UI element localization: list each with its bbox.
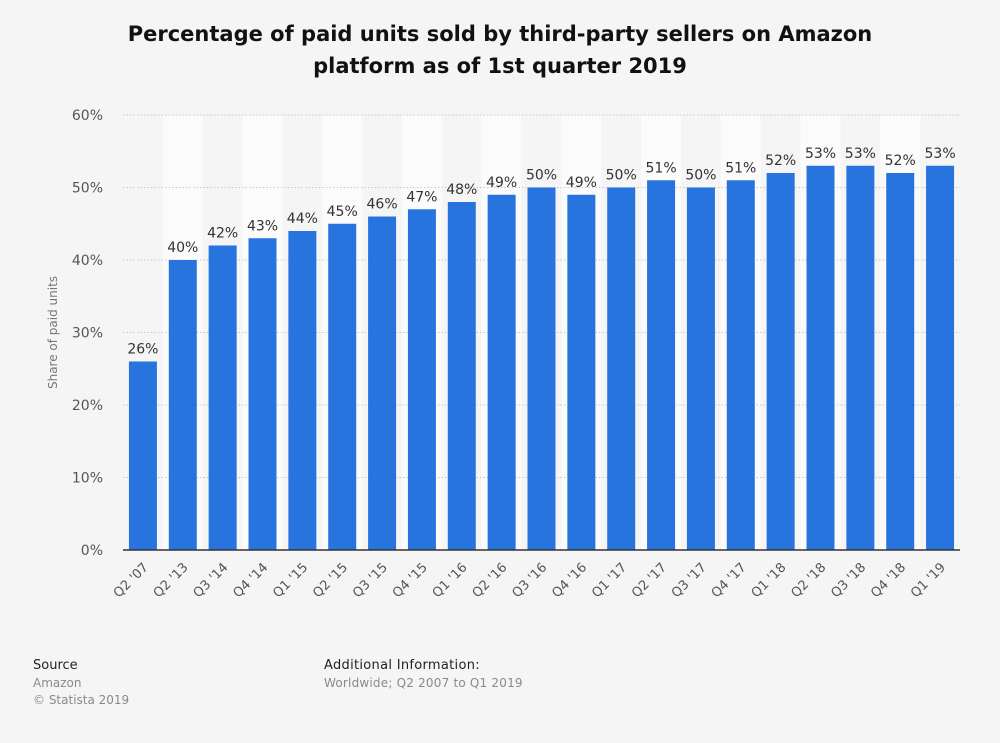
bar: [607, 187, 636, 550]
x-tick-label: Q1 '15: [270, 560, 311, 601]
x-tick-label: Q1 '19: [908, 560, 949, 601]
y-axis-label: Share of paid units: [46, 276, 60, 389]
y-tick-label: 40%: [72, 253, 103, 269]
data-label: 42%: [207, 226, 238, 242]
bar: [407, 209, 436, 550]
data-label: 52%: [765, 153, 796, 169]
x-tick-label: Q3 '18: [828, 560, 869, 601]
x-tick-label: Q2 '16: [470, 560, 511, 601]
bar: [806, 165, 835, 550]
additional-info-label: Additional Information:: [324, 658, 480, 673]
bar: [926, 165, 955, 550]
x-tick-label: Q1 '16: [430, 560, 471, 601]
y-tick-label: 0%: [81, 543, 103, 559]
x-tick-label: Q3 '14: [191, 560, 232, 601]
additional-info-text: Worldwide; Q2 2007 to Q1 2019: [324, 676, 523, 690]
source-block: Source Amazon © Statista 2019: [33, 657, 129, 709]
bar: [248, 238, 277, 550]
data-label: 43%: [247, 218, 278, 234]
x-tick-label: Q4 '17: [709, 560, 750, 601]
data-label: 26%: [127, 342, 158, 358]
additional-info-block: Additional Information: Worldwide; Q2 20…: [324, 657, 523, 692]
data-label: 49%: [486, 175, 517, 191]
x-tick-label: Q2 '13: [151, 560, 192, 601]
x-tick-label: Q4 '14: [230, 560, 271, 601]
bar: [368, 216, 397, 550]
data-label: 44%: [287, 211, 318, 227]
y-tick-label: 50%: [72, 181, 103, 197]
bar: [647, 180, 676, 550]
x-tick-label: Q4 '18: [868, 560, 909, 601]
x-tick-label: Q2 '07: [111, 560, 152, 601]
x-tick-label: Q1 '17: [589, 560, 630, 601]
data-label: 51%: [646, 160, 677, 176]
data-label: 51%: [725, 160, 756, 176]
data-label: 53%: [845, 146, 876, 162]
x-tick-label: Q2 '15: [310, 560, 351, 601]
x-tick-label: Q4 '16: [549, 560, 590, 601]
x-tick-label: Q1 '18: [749, 560, 790, 601]
data-label: 50%: [526, 168, 557, 184]
y-tick-label: 60%: [72, 108, 103, 124]
y-tick-label: 30%: [72, 326, 103, 342]
source-name: Amazon: [33, 676, 82, 690]
data-label: 46%: [367, 197, 398, 213]
bar: [168, 260, 197, 550]
y-tick-label: 10%: [72, 471, 103, 487]
bar: [567, 194, 596, 550]
bar: [886, 173, 915, 550]
x-tick-label: Q3 '17: [669, 560, 710, 601]
bar: [128, 361, 157, 550]
x-tick-label: Q2 '17: [629, 560, 670, 601]
chart-title: Percentage of paid units sold by third-p…: [127, 22, 873, 78]
data-label: 53%: [805, 146, 836, 162]
x-tick-label: Q3 '16: [509, 560, 550, 601]
data-label: 40%: [167, 240, 198, 256]
source-label: Source: [33, 658, 78, 673]
x-tick-label: Q4 '15: [390, 560, 431, 601]
copyright-text: © Statista 2019: [33, 693, 130, 707]
bar: [846, 165, 875, 550]
bar: [686, 187, 715, 550]
data-label: 49%: [566, 175, 597, 191]
data-label: 50%: [685, 168, 716, 184]
bar-chart: 0% 10% 20% 30% 40% 50% 60% 26% Q2 '07 40% Q2 '13 42…: [46, 108, 960, 601]
bar: [766, 173, 795, 550]
bar: [328, 223, 357, 550]
x-tick-label: Q2 '18: [788, 560, 829, 601]
data-label: 52%: [885, 153, 916, 169]
bar: [208, 245, 237, 550]
data-label: 47%: [406, 189, 437, 205]
bar: [527, 187, 556, 550]
bar: [487, 194, 516, 550]
bar: [726, 180, 755, 550]
data-label: 48%: [446, 182, 477, 198]
x-tick-label: Q3 '15: [350, 560, 391, 601]
y-tick-label: 20%: [72, 398, 103, 414]
bar: [288, 231, 317, 550]
bar: [447, 202, 476, 550]
data-label: 50%: [606, 168, 637, 184]
data-label: 53%: [925, 146, 956, 162]
data-label: 45%: [327, 204, 358, 220]
